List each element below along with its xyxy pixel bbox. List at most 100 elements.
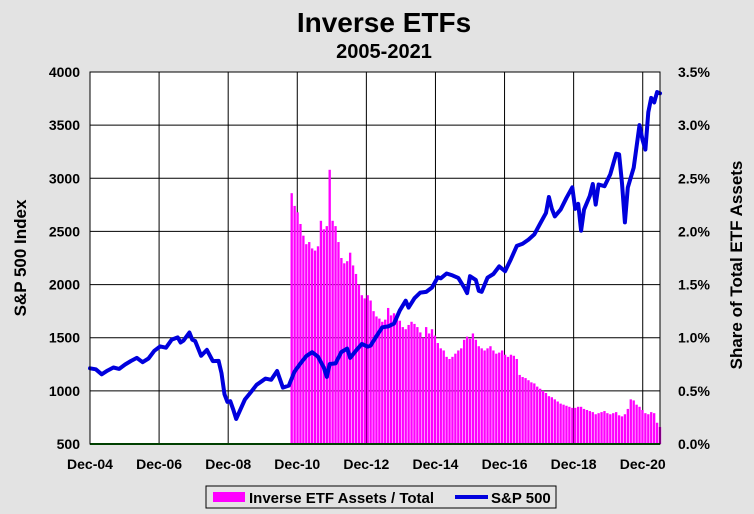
inverse-etf-bar bbox=[310, 248, 314, 444]
inverse-etf-bar bbox=[427, 333, 431, 444]
inverse-etf-bar bbox=[483, 350, 486, 444]
inverse-etf-bar bbox=[585, 409, 589, 444]
inverse-etf-bar bbox=[375, 316, 378, 444]
inverse-etf-bar bbox=[500, 350, 504, 444]
chart-title: Inverse ETFs bbox=[297, 7, 471, 38]
inverse-etf-bar bbox=[337, 242, 340, 444]
left-axis-label: S&P 500 Index bbox=[11, 199, 30, 316]
inverse-etf-bar bbox=[302, 235, 305, 444]
inverse-etf-bar bbox=[378, 318, 381, 444]
inverse-etf-bar bbox=[556, 401, 559, 444]
inverse-etf-bar bbox=[480, 348, 483, 444]
inverse-etf-bar bbox=[422, 337, 425, 444]
legend-bar-label: Inverse ETF Assets / Total bbox=[249, 490, 434, 507]
inverse-etf-bar bbox=[328, 169, 331, 445]
x-tick-label: Dec-04 bbox=[67, 456, 113, 472]
left-tick-label: 2500 bbox=[49, 223, 80, 239]
inverse-etf-bar bbox=[354, 273, 358, 444]
inverse-etf-bar bbox=[433, 335, 437, 444]
inverse-etf-bar bbox=[518, 374, 521, 444]
inverse-etf-bar bbox=[381, 321, 384, 444]
inverse-etf-bar bbox=[521, 377, 524, 444]
inverse-etf-bar bbox=[448, 358, 451, 444]
inverse-etf-bar bbox=[503, 354, 507, 444]
right-tick-label: 1.0% bbox=[678, 330, 710, 346]
inverse-etf-bar bbox=[334, 226, 337, 444]
inverse-etf-bar bbox=[343, 263, 346, 444]
inverse-etf-bar bbox=[553, 399, 556, 444]
right-tick-label: 2.5% bbox=[678, 170, 710, 186]
inverse-etf-bar bbox=[647, 414, 650, 444]
x-tick-label: Dec-16 bbox=[482, 456, 528, 472]
inverse-etf-bar bbox=[442, 350, 445, 444]
inverse-etf-bar bbox=[614, 412, 618, 444]
inverse-etf-bar bbox=[299, 223, 302, 444]
inverse-etf-bar bbox=[606, 413, 609, 444]
inverse-etf-bar bbox=[489, 346, 492, 444]
inverse-etf-bar bbox=[436, 343, 440, 444]
inverse-etf-bar bbox=[392, 313, 396, 444]
inverse-etf-bar bbox=[454, 353, 457, 444]
inverse-etf-bar bbox=[430, 329, 434, 444]
inverse-etf-bar bbox=[512, 355, 516, 444]
inverse-etf-bar bbox=[579, 406, 583, 444]
plot-area bbox=[89, 71, 661, 445]
inverse-etf-bar bbox=[296, 212, 299, 444]
inverse-etf-bar bbox=[369, 300, 372, 444]
inverse-etf-bar bbox=[620, 416, 624, 444]
x-tick-label: Dec-10 bbox=[274, 456, 320, 472]
inverse-etf-bar bbox=[629, 399, 632, 444]
inverse-etf-bar bbox=[398, 320, 402, 444]
x-tick-label: Dec-14 bbox=[412, 456, 458, 472]
legend-box bbox=[205, 485, 557, 509]
inverse-etf-bar bbox=[445, 356, 448, 444]
inverse-etf-bar bbox=[568, 406, 571, 444]
inverse-etf-bar bbox=[357, 284, 361, 444]
x-axis-ticks: Dec-04 Dec-06 Dec-08 Dec-10 Dec-12 Dec-14 Dec-… bbox=[67, 456, 666, 472]
inverse-etf-bar bbox=[419, 332, 422, 444]
inverse-etf-bar bbox=[471, 333, 475, 444]
right-axis-ticks: 3.5% 3.0% 2.5% 2.0% 1.5% 1.0% 0.5% 0.0% bbox=[678, 64, 710, 452]
inverse-etf-bar bbox=[652, 413, 656, 444]
inverse-etf-bar bbox=[424, 327, 428, 444]
inverse-etf-bar bbox=[650, 412, 653, 444]
left-tick-label: 500 bbox=[57, 436, 81, 452]
inverse-etf-bar bbox=[413, 323, 416, 444]
inverse-etf-bar bbox=[498, 352, 501, 444]
inverse-etf-bar bbox=[363, 298, 366, 444]
inverse-etf-bar bbox=[404, 329, 407, 444]
left-tick-label: 4000 bbox=[49, 64, 80, 80]
inverse-etf-bar bbox=[389, 315, 393, 444]
inverse-etf-bar bbox=[524, 378, 527, 444]
inverse-etf-bar bbox=[612, 413, 615, 444]
left-axis-ticks: 4000 3500 3000 2500 2000 1500 1000 500 bbox=[49, 64, 80, 452]
inverse-etf-bar bbox=[372, 311, 375, 444]
right-tick-label: 3.5% bbox=[678, 64, 710, 80]
left-tick-label: 3000 bbox=[49, 170, 80, 186]
inverse-etf-bar bbox=[591, 412, 594, 444]
left-tick-label: 1000 bbox=[49, 383, 80, 399]
inverse-etf-bar bbox=[384, 319, 387, 444]
inverse-etf-bar bbox=[641, 409, 644, 444]
inverse-etf-bar bbox=[308, 242, 311, 444]
legend-bar-swatch bbox=[213, 492, 245, 502]
inverse-etf-bar bbox=[457, 350, 460, 444]
inverse-etf-bar bbox=[655, 422, 659, 444]
inverse-etf-bar bbox=[486, 348, 489, 444]
inverse-etf-bar bbox=[626, 408, 630, 444]
x-tick-label: Dec-20 bbox=[620, 456, 666, 472]
inverse-etf-bar bbox=[635, 404, 638, 444]
inverse-etf-bar bbox=[574, 407, 577, 444]
inverse-etf-bar bbox=[617, 415, 621, 444]
right-tick-label: 3.0% bbox=[678, 117, 710, 133]
inverse-etf-bar bbox=[533, 383, 536, 444]
inverse-etf-bar bbox=[331, 220, 334, 444]
inverse-etf-bar bbox=[632, 400, 635, 444]
inverse-etf-bar bbox=[538, 388, 542, 444]
right-axis-label: Share of Total ETF Assets bbox=[727, 161, 746, 370]
inverse-etf-bar bbox=[588, 411, 592, 444]
inverse-etf-bar bbox=[530, 382, 533, 444]
inverse-etf-bars bbox=[290, 169, 662, 445]
inverse-etf-bar bbox=[576, 406, 580, 444]
